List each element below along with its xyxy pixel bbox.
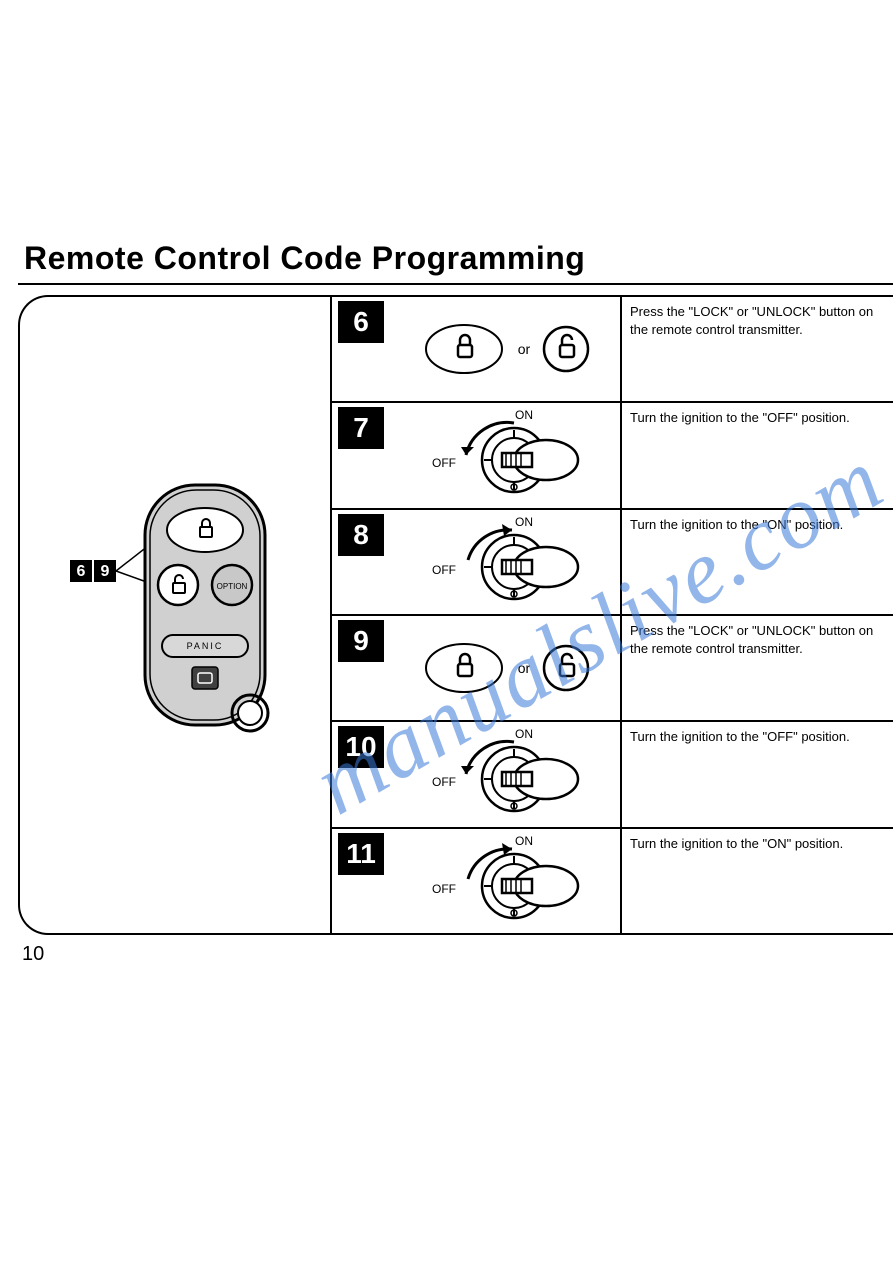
step-illustration: ON OFF	[392, 403, 622, 507]
step-row: 10 ON OFF	[332, 722, 893, 828]
off-label: OFF	[432, 882, 456, 896]
step-illustration: ON OFF	[392, 510, 622, 614]
step-illustration: or	[392, 297, 622, 401]
option-label: OPTION	[217, 582, 248, 591]
or-label: or	[518, 341, 531, 357]
step-row: 11 ON OFF	[332, 829, 893, 933]
step-illustration: ON OFF	[392, 722, 622, 826]
step-text: Turn the ignition to the "OFF" position.	[622, 403, 893, 507]
step-text: Turn the ignition to the "OFF" position.	[622, 722, 893, 826]
step-illustration: ON OFF	[392, 829, 622, 933]
steps-pane: 6 or Press the "LOCK" or "UNLOCK" button…	[330, 297, 893, 933]
step-number: 8	[338, 514, 384, 556]
on-label: ON	[515, 727, 533, 741]
remote-illustration-pane: 6 9	[20, 297, 330, 933]
step-text: Press the "LOCK" or "UNLOCK" button on t…	[622, 616, 893, 720]
step-number: 6	[338, 301, 384, 343]
step-row: 8 ON OFF	[332, 510, 893, 616]
step-number: 11	[338, 833, 384, 875]
step-number: 10	[338, 726, 384, 768]
step-row: 6 or Press the "LOCK" or "UNLOCK" button…	[332, 297, 893, 403]
remote-svg: 6 9	[50, 445, 300, 785]
title-rule	[18, 283, 893, 285]
page-container: Remote Control Code Programming 6 9	[0, 0, 893, 966]
page-number: 10	[18, 943, 893, 966]
step-illustration: or	[392, 616, 622, 720]
step-row: 9 or Press the "LOCK" or "UNLOCK" button…	[332, 616, 893, 722]
content-frame: 6 9	[18, 295, 893, 935]
panic-label: PANIC	[187, 641, 224, 651]
off-label: OFF	[432, 563, 456, 577]
or-label: or	[518, 660, 531, 676]
step-number: 9	[338, 620, 384, 662]
off-label: OFF	[432, 775, 456, 789]
off-label: OFF	[432, 456, 456, 470]
step-text: Press the "LOCK" or "UNLOCK" button on t…	[622, 297, 893, 401]
callout-label-9: 9	[101, 563, 110, 580]
step-text: Turn the ignition to the "ON" position.	[622, 510, 893, 614]
on-label: ON	[515, 515, 533, 529]
step-row: 7 ON OFF	[332, 403, 893, 509]
step-number: 7	[338, 407, 384, 449]
on-label: ON	[515, 834, 533, 848]
callout-label-6: 6	[77, 563, 86, 580]
page-title: Remote Control Code Programming	[18, 240, 893, 277]
step-text: Turn the ignition to the "ON" position.	[622, 829, 893, 933]
on-label: ON	[515, 408, 533, 422]
